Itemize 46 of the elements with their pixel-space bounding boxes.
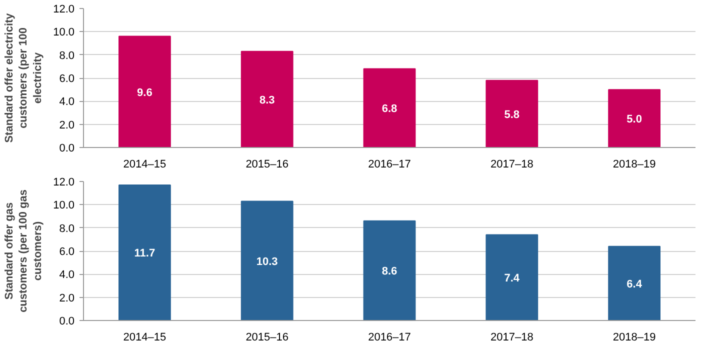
y-tick-label: 6.0 xyxy=(59,246,75,258)
data-label: 10.3 xyxy=(256,256,278,268)
y-tick-label: 4.0 xyxy=(59,269,75,282)
x-tick-label: 2018–19 xyxy=(612,332,656,344)
y-axis-title: Standard offer gas customers (per 100 gas customers) xyxy=(3,190,44,312)
data-label: 8.3 xyxy=(259,94,275,106)
bar xyxy=(240,200,294,320)
y-tick-label: 4.0 xyxy=(59,96,75,108)
data-label: 6.4 xyxy=(626,278,643,290)
data-label: 9.6 xyxy=(137,86,152,99)
y-tick-label: 6.0 xyxy=(59,73,75,85)
y-tick-label: 0.0 xyxy=(59,316,75,328)
data-label: 5.8 xyxy=(504,108,520,121)
y-tick-label: 0.0 xyxy=(59,142,75,154)
y-tick-label: 10.0 xyxy=(53,26,75,39)
x-tick-label: 2017–18 xyxy=(490,332,534,344)
x-tick-label: 2016–17 xyxy=(368,332,411,344)
data-label: 6.8 xyxy=(382,103,398,116)
bar xyxy=(486,234,538,320)
bar xyxy=(363,220,416,320)
bar xyxy=(240,50,294,148)
data-label: 5.0 xyxy=(626,114,642,126)
x-tick-label: 2014–15 xyxy=(123,332,166,344)
x-tick-label: 2016–17 xyxy=(368,158,411,170)
bar xyxy=(608,246,661,320)
bar xyxy=(118,184,171,320)
y-tick-label: 12.0 xyxy=(53,176,75,188)
x-tick-label: 2014–15 xyxy=(123,158,166,170)
data-label: 8.6 xyxy=(382,266,398,278)
bar xyxy=(608,89,661,148)
y-axis-title: Standard offer electricity customers (per 100 electricity xyxy=(3,12,44,143)
y-tick-label: 2.0 xyxy=(59,292,75,304)
bar xyxy=(486,80,538,148)
x-tick-label: 2015–16 xyxy=(246,158,289,170)
y-tick-label: 8.0 xyxy=(59,50,75,62)
y-tick-label: 2.0 xyxy=(59,119,75,132)
bar xyxy=(363,68,416,148)
x-tick-label: 2018–19 xyxy=(612,158,656,170)
x-tick-label: 2017–18 xyxy=(490,158,534,170)
y-tick-label: 10.0 xyxy=(53,200,75,212)
bar xyxy=(118,36,171,148)
y-tick-label: 12.0 xyxy=(53,4,75,16)
data-label: 7.4 xyxy=(504,272,520,285)
data-label: 11.7 xyxy=(134,248,156,260)
y-tick-label: 8.0 xyxy=(59,222,75,235)
x-tick-label: 2015–16 xyxy=(246,332,289,344)
